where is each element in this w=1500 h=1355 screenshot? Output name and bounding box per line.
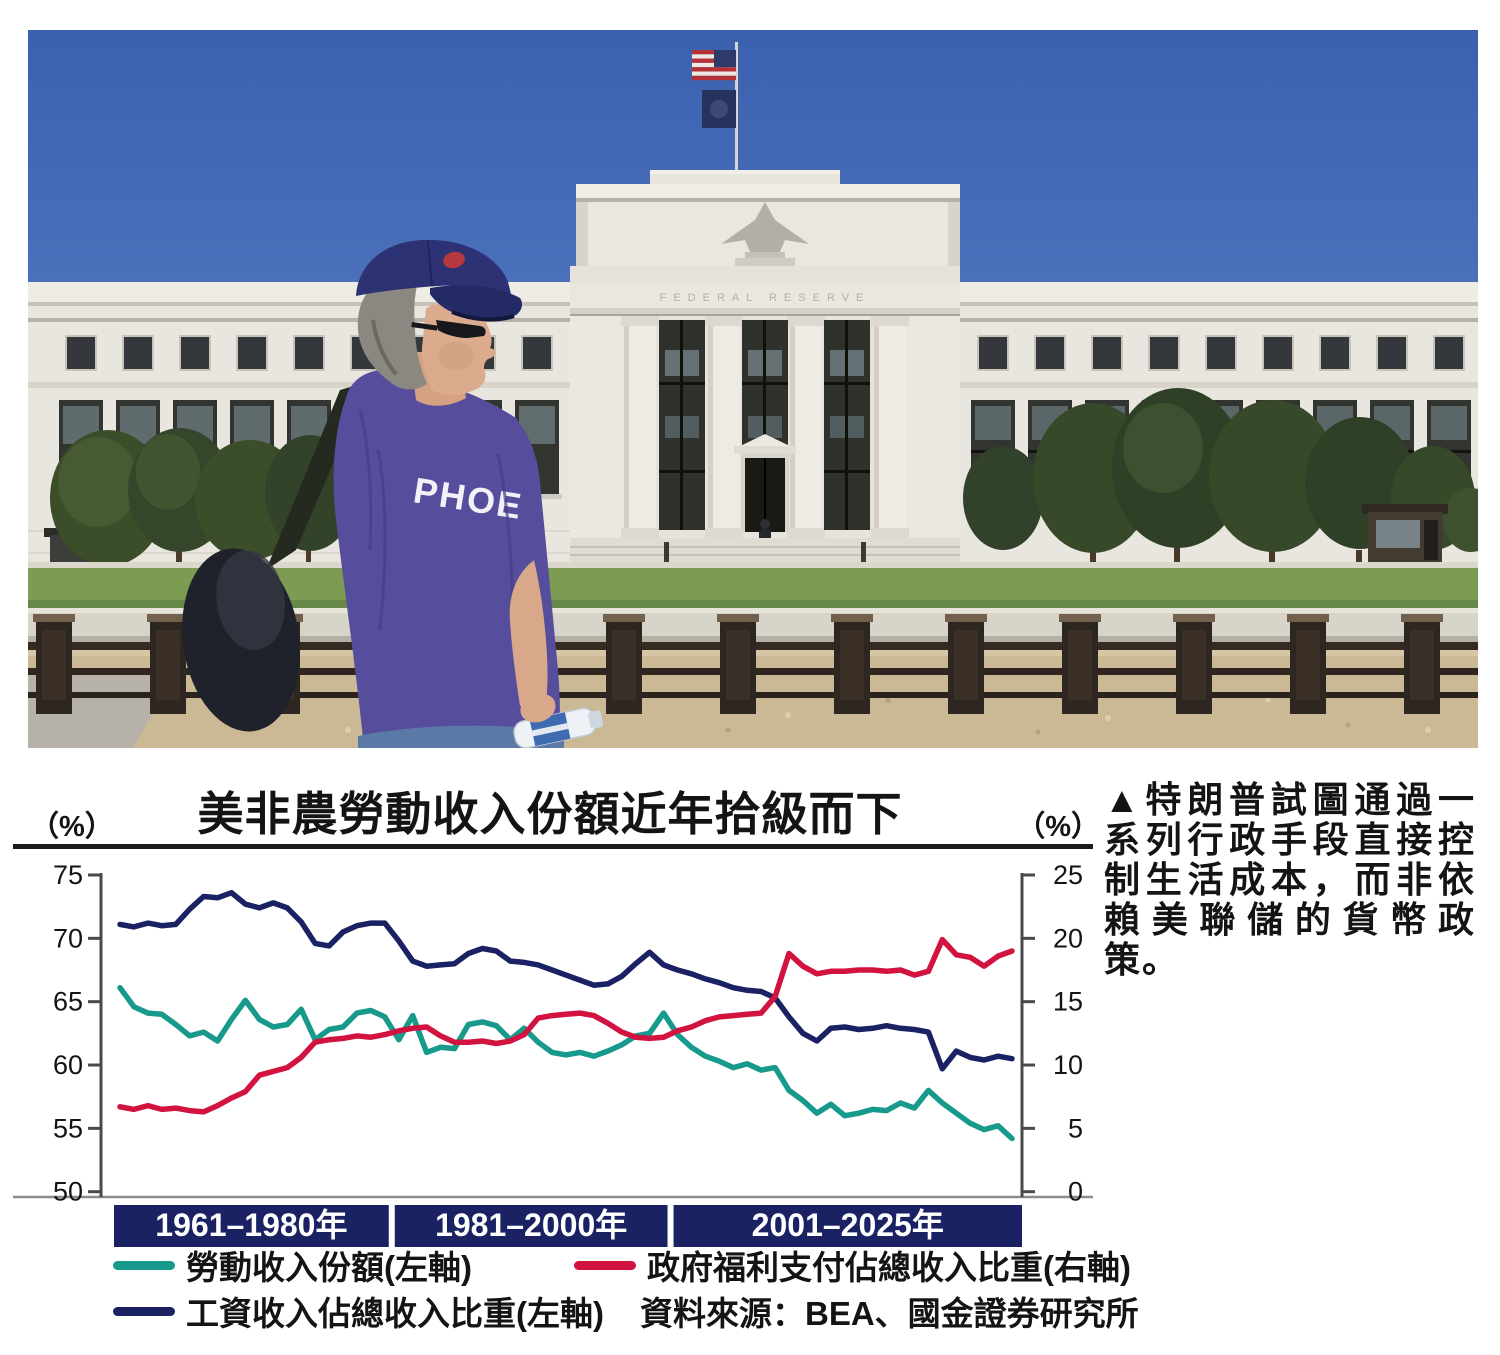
welfare-share-line-swatch	[574, 1260, 636, 1270]
backpack	[182, 548, 300, 732]
labor-share-line-swatch	[113, 1260, 175, 1270]
fed-building-photo: FEDERAL RESERVE	[28, 30, 1478, 748]
sunglasses	[411, 320, 486, 338]
svg-text:25: 25	[1053, 860, 1083, 890]
water-bottle	[513, 707, 604, 748]
cap-logo	[443, 251, 465, 269]
forearm	[509, 560, 548, 706]
svg-text:20: 20	[1053, 923, 1083, 953]
svg-text:5: 5	[1068, 1113, 1083, 1143]
left-axis-unit: （%）	[30, 811, 114, 843]
svg-text:0: 0	[1068, 1177, 1083, 1207]
pedestrian: PHOE	[182, 239, 604, 748]
fed-building-illustration: FEDERAL RESERVE	[28, 30, 1478, 748]
svg-text:1981–2000年: 1981–2000年	[435, 1207, 627, 1243]
svg-text:75: 75	[53, 860, 83, 890]
t-shirt	[333, 368, 560, 748]
svg-text:55: 55	[53, 1113, 83, 1143]
svg-text:15: 15	[1053, 987, 1083, 1017]
curb	[28, 562, 1478, 570]
main-entrance	[734, 434, 796, 532]
right-wing-upper-windows	[977, 335, 1465, 371]
svg-text:70: 70	[53, 923, 83, 953]
flag-pole	[692, 42, 738, 192]
legend-item-welfare-share: 政府福利支付佔總收入比重(右軸)	[574, 1246, 1131, 1286]
hair	[357, 268, 427, 390]
chart-title: 美非農勞動收入份額近年拾級而下	[197, 788, 903, 840]
fed-flag-icon	[702, 90, 736, 128]
security-booth	[1362, 504, 1448, 562]
building-inscription: FEDERAL RESERVE	[660, 292, 871, 304]
data-source: 資料來源：BEA、國金證券研究所	[640, 1295, 1139, 1332]
trees-left	[50, 428, 355, 595]
legend-label-wage-share: 工資收入佔總收入比重(左軸)	[186, 1295, 604, 1332]
svg-text:65: 65	[53, 987, 83, 1017]
wage-share-line-swatch	[113, 1306, 175, 1316]
legend-item-labor-share: 勞動收入份額(左軸)	[113, 1246, 472, 1286]
svg-text:60: 60	[53, 1050, 83, 1080]
legend-item-wage-share: 工資收入佔總收入比重(左軸)	[113, 1292, 604, 1332]
eagle-sculpture	[721, 202, 809, 266]
hand	[520, 693, 556, 723]
baseball-cap	[356, 239, 522, 322]
svg-text:2001–2025年: 2001–2025年	[752, 1207, 944, 1243]
svg-text:1961–1980年: 1961–1980年	[155, 1207, 347, 1243]
right-axis-unit: （%）	[1016, 811, 1100, 843]
portico-columns	[621, 316, 909, 538]
svg-text:10: 10	[1053, 1050, 1083, 1080]
photo-caption: ▲特朗普試圖通過一系列行政手段直接控制生活成本，而非依賴美聯儲的貨幣政策。	[1104, 779, 1476, 980]
svg-text:50: 50	[53, 1177, 83, 1207]
title-divider	[13, 844, 1093, 849]
legend-label-labor-share: 勞動收入份額(左軸)	[186, 1249, 472, 1286]
jeans	[358, 725, 564, 748]
central-portico: FEDERAL RESERVE	[570, 170, 960, 598]
legend-label-welfare-share: 政府福利支付佔總收入比重(右軸)	[647, 1249, 1131, 1286]
us-flag-icon	[692, 50, 736, 81]
